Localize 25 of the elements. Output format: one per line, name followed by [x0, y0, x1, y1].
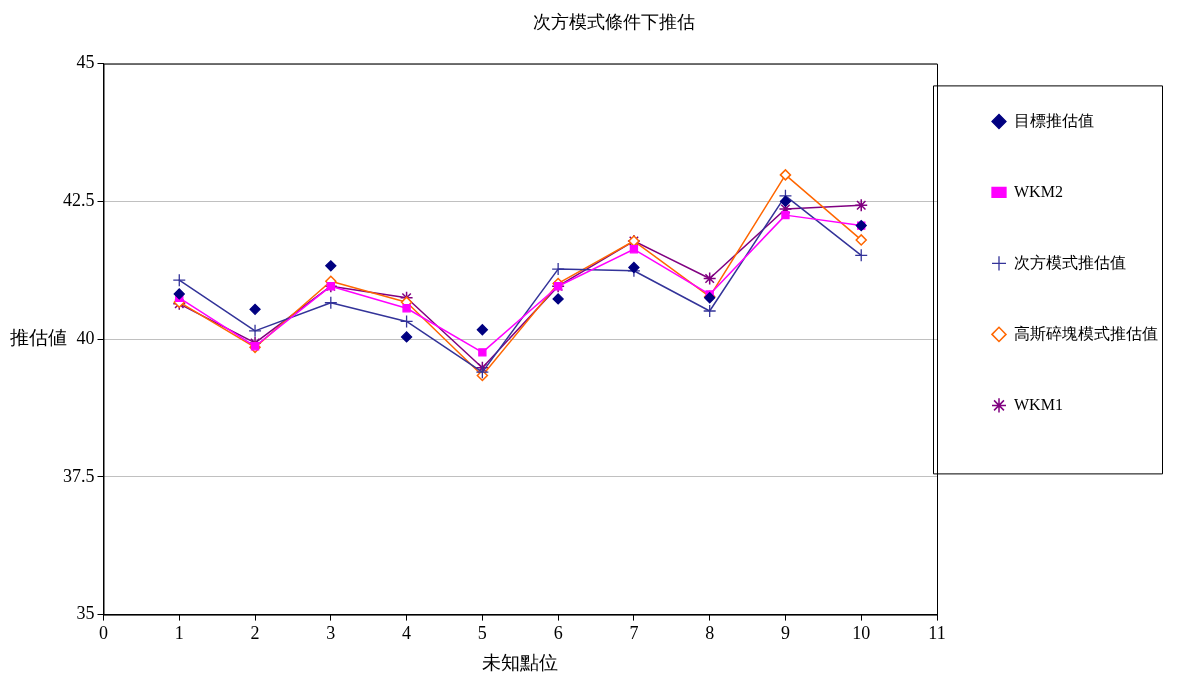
legend-label: WKM2 [1014, 182, 1063, 200]
x-tick-label: 8 [705, 623, 715, 644]
y-tick-label: 35 [76, 603, 95, 624]
legend-label: 高斯碎塊模式推估值 [1014, 324, 1158, 342]
legend-label: WKM1 [1014, 395, 1063, 413]
x-tick-label: 2 [250, 623, 260, 644]
y-tick-label: 40 [76, 327, 95, 348]
x-tick-label: 4 [402, 623, 412, 644]
x-tick-label: 10 [852, 623, 871, 644]
y-tick-label: 37.5 [63, 465, 95, 486]
y-axis-title: 推估値 [10, 327, 67, 349]
x-tick-label: 3 [326, 623, 336, 644]
legend-label: 次方模式推估值 [1014, 253, 1126, 271]
y-tick-label: 45 [76, 52, 95, 73]
x-tick-label: 6 [553, 623, 563, 644]
x-tick-label: 5 [477, 623, 487, 644]
x-tick-label: 1 [174, 623, 184, 644]
y-tick-label: 42.5 [63, 190, 95, 211]
legend-label: 目標推估值 [1014, 111, 1094, 129]
x-tick-label: 9 [780, 623, 790, 644]
x-tick-label: 0 [99, 623, 108, 644]
x-axis-title: 未知點位 [482, 651, 559, 673]
chart-title: 次方模式條件下推估 [533, 11, 695, 32]
x-tick-label: 11 [928, 623, 946, 644]
x-tick-label: 7 [629, 623, 639, 644]
